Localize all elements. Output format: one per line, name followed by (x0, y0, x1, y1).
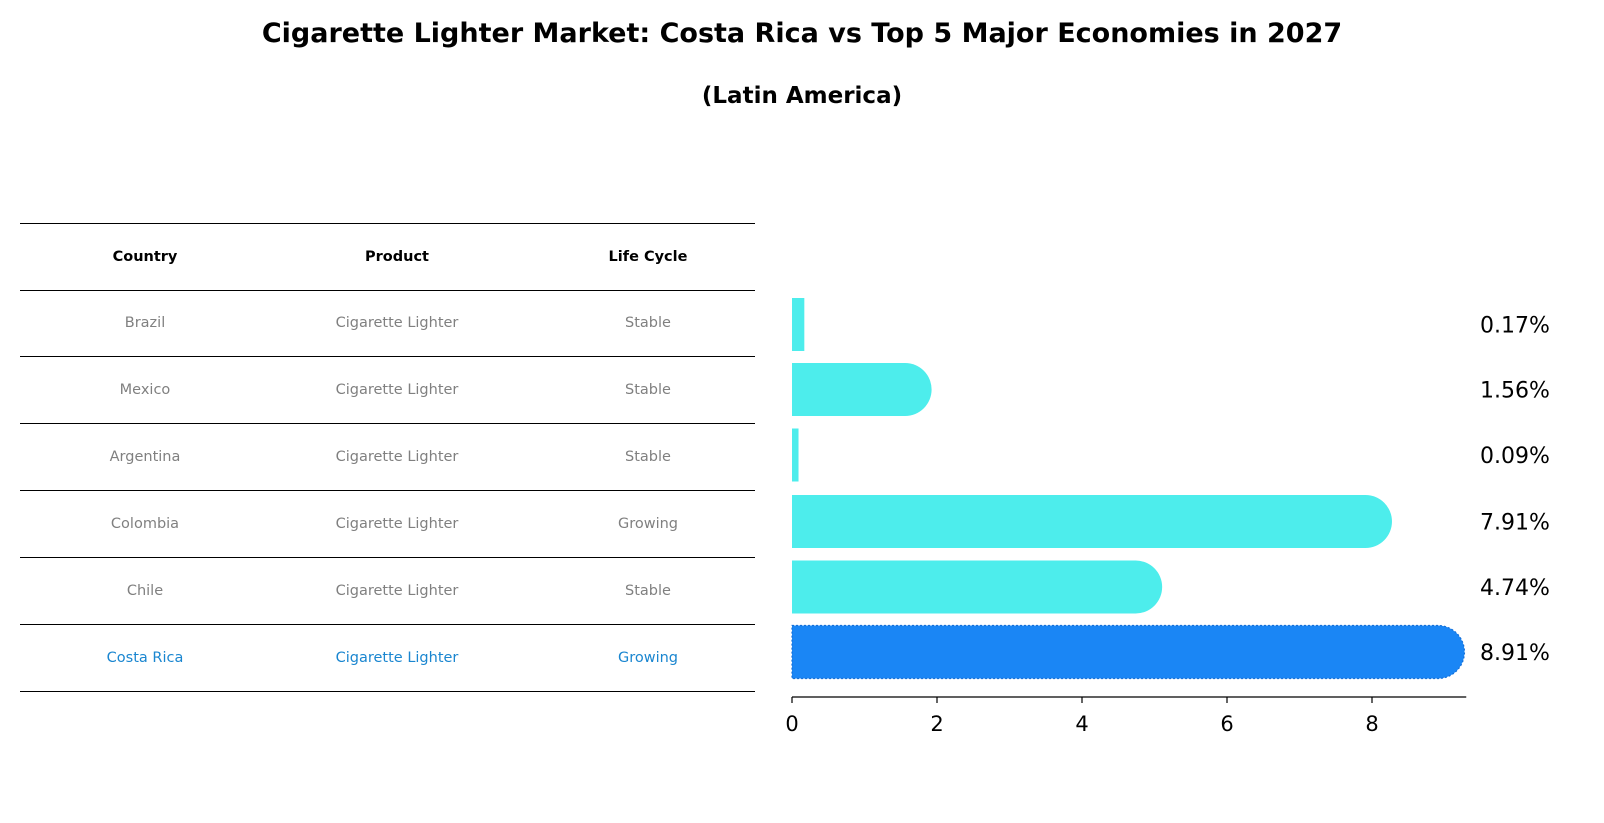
data-label: 4.74% (1480, 576, 1550, 601)
life-cycle-cell: Growing (617, 515, 679, 532)
chart-subtitle: (Latin America) (701, 83, 903, 109)
product-cell: Cigarette Lighter (335, 315, 459, 331)
country-cell: Chile (126, 582, 164, 599)
bar-colombia (792, 495, 1392, 548)
life-cycle-cell: Growing (617, 649, 679, 666)
x-tick-label: 4 (1075, 712, 1088, 736)
product-cell: Cigarette Lighter (335, 381, 459, 398)
life-cycle-cell: Stable (625, 448, 671, 465)
life-cycle-cell: Stable (625, 315, 671, 331)
data-label: 7.91% (1480, 511, 1550, 536)
life-cycle-cell: Stable (625, 381, 671, 398)
country-cell: Colombia (110, 515, 180, 532)
table-rule (20, 356, 755, 357)
data-label: 0.09% (1480, 444, 1550, 469)
bar-argentina (792, 428, 799, 482)
product-cell: Cigarette Lighter (335, 649, 459, 666)
table-rule (20, 290, 755, 291)
bar-brazil (792, 298, 805, 351)
data-label: 0.17% (1480, 314, 1550, 339)
bar-costa-rica (791, 624, 1466, 680)
product-header: Product (365, 248, 429, 265)
x-tick-label: 2 (930, 712, 943, 736)
x-tick-label: 0 (785, 712, 798, 736)
table-rule (20, 624, 755, 625)
data-label: 1.56% (1480, 379, 1550, 404)
table-rule (20, 223, 755, 224)
data-label: 8.91% (1480, 641, 1550, 666)
bar-mexico (792, 363, 932, 416)
table-rule (20, 557, 755, 558)
product-cell: Cigarette Lighter (335, 515, 459, 532)
table-rule (20, 691, 755, 692)
country-cell: Brazil (124, 315, 166, 331)
x-tick-label: 8 (1365, 712, 1378, 736)
table-rule (20, 490, 755, 491)
chart-title: Cigarette Lighter Market: Costa Rica vs … (261, 18, 1343, 49)
life-cycle-cell: Stable (625, 582, 671, 599)
product-cell: Cigarette Lighter (335, 582, 459, 599)
country-cell: Argentina (109, 448, 181, 465)
life-cycle-header: Life Cycle (608, 248, 688, 265)
table-rule (20, 423, 755, 424)
x-tick-label: 6 (1220, 712, 1233, 736)
country-header: Country (112, 248, 178, 265)
country-cell: Costa Rica (106, 649, 184, 666)
country-cell: Mexico (119, 381, 171, 398)
product-cell: Cigarette Lighter (335, 448, 459, 465)
bar-chile (792, 560, 1163, 614)
